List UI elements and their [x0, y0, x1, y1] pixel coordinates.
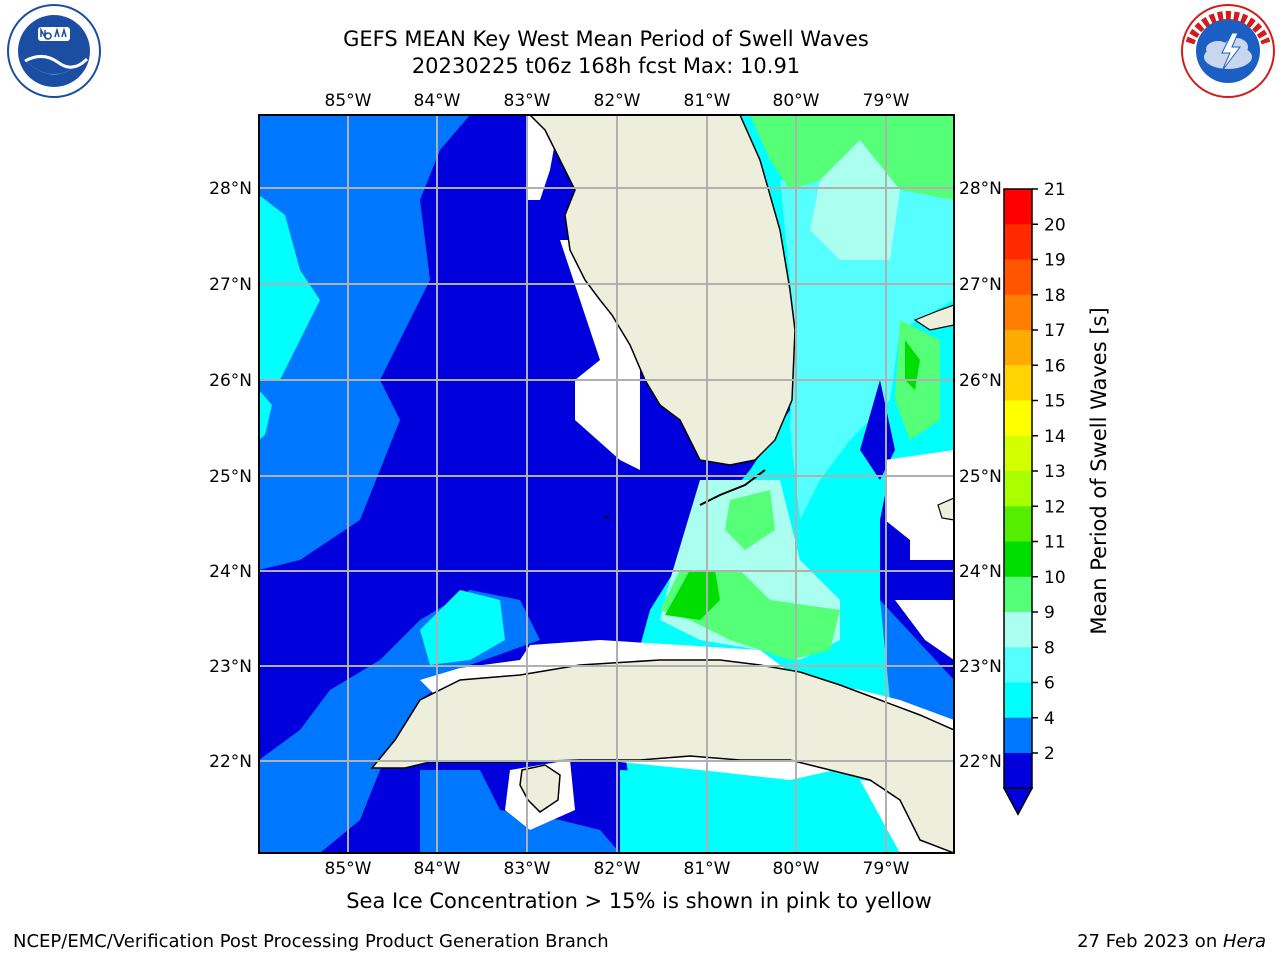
lat-label: 26°N — [959, 371, 1002, 391]
footer-date-text: 27 Feb 2023 on — [1077, 931, 1223, 952]
swell-period-field — [259, 115, 954, 853]
colorbar-swatch — [1004, 541, 1032, 578]
colorbar-tick-label: 21 — [1044, 180, 1066, 200]
lat-label: 23°N — [959, 657, 1002, 677]
noaa-logo — [7, 4, 101, 98]
footer-host: Hera — [1222, 931, 1266, 952]
lon-label: 79°W — [863, 91, 910, 111]
lon-label: 82°W — [594, 859, 641, 879]
colorbar-tick-label: 14 — [1044, 427, 1066, 447]
colorbar-swatch — [1004, 753, 1032, 789]
lat-label: 28°N — [209, 179, 252, 199]
lat-label: 24°N — [959, 562, 1002, 582]
lat-label: 27°N — [959, 275, 1002, 295]
colorbar-tick-label: 19 — [1044, 251, 1066, 271]
lat-labels-right: 28°N 27°N 26°N 25°N 24°N 23°N 22°N — [959, 179, 1002, 772]
lon-labels-bottom: 85°W 84°W 83°W 82°W 81°W 80°W 79°W — [325, 859, 910, 879]
colorbar-tick-label: 18 — [1044, 286, 1066, 306]
lon-label: 84°W — [414, 91, 461, 111]
lat-label: 22°N — [959, 752, 1002, 772]
lon-label: 79°W — [863, 859, 910, 879]
colorbar-swatch — [1004, 435, 1032, 472]
colorbar-tick-label: 15 — [1044, 392, 1066, 412]
colorbar-swatch — [1004, 400, 1032, 437]
sea-ice-caption: Sea Ice Concentration > 15% is shown in … — [346, 889, 932, 913]
lon-label: 85°W — [325, 91, 372, 111]
lat-label: 27°N — [209, 275, 252, 295]
lon-label: 85°W — [325, 859, 372, 879]
colorbar-tick-label: 16 — [1044, 356, 1066, 376]
colorbar-tick-label: 2 — [1044, 744, 1055, 764]
colorbar: 21 20 19 18 17 16 15 14 13 12 11 10 9 8 6 4 2 — [1002, 180, 1066, 816]
colorbar-swatch — [1004, 365, 1032, 401]
colorbar-swatch — [1004, 471, 1032, 507]
colorbar-label: Mean Period of Swell Waves [s] — [1087, 307, 1111, 634]
lon-label: 82°W — [594, 91, 641, 111]
colorbar-swatch — [1004, 647, 1032, 683]
lon-label: 83°W — [504, 859, 551, 879]
colorbar-tick-label: 10 — [1044, 568, 1066, 588]
lat-label: 26°N — [209, 371, 252, 391]
lat-label: 22°N — [209, 752, 252, 772]
lon-label: 80°W — [773, 859, 820, 879]
colorbar-swatch — [1004, 189, 1032, 225]
colorbar-swatch — [1004, 612, 1032, 648]
colorbar-swatch — [1004, 259, 1032, 296]
lon-label: 84°W — [414, 859, 461, 879]
lat-label: 25°N — [959, 467, 1002, 487]
colorbar-tick-label: 9 — [1044, 603, 1055, 623]
lon-label: 80°W — [773, 91, 820, 111]
colorbar-tick-label: 12 — [1044, 497, 1066, 517]
colorbar-swatch — [1004, 330, 1032, 366]
lon-labels-top: 85°W 84°W 83°W 82°W 81°W 80°W 79°W — [325, 91, 910, 111]
lat-label: 28°N — [959, 179, 1002, 199]
colorbar-tick-label: 13 — [1044, 462, 1066, 482]
lon-label: 81°W — [684, 859, 731, 879]
lon-label: 81°W — [684, 91, 731, 111]
colorbar-extend-arrow — [1002, 787, 1034, 816]
lat-labels-left: 28°N 27°N 26°N 25°N 24°N 23°N 22°N — [209, 179, 252, 772]
colorbar-tick-label: 4 — [1044, 709, 1055, 729]
chart-title: GEFS MEAN Key West Mean Period of Swell … — [343, 27, 869, 51]
map-frame — [258, 114, 955, 854]
colorbar-swatch — [1004, 294, 1032, 331]
colorbar-swatch — [1004, 576, 1032, 613]
nws-logo — [1181, 4, 1275, 98]
colorbar-tick-label: 8 — [1044, 638, 1055, 658]
footer-date: 27 Feb 2023 on Hera — [1077, 931, 1266, 952]
map-gridlines — [259, 115, 954, 853]
colorbar-tick-label: 17 — [1044, 321, 1066, 341]
colorbar-swatch — [1004, 506, 1032, 542]
colorbar-frame — [1003, 188, 1033, 789]
footer-branch: NCEP/EMC/Verification Post Processing Pr… — [13, 931, 609, 952]
lat-label: 23°N — [209, 657, 252, 677]
lat-label: 25°N — [209, 467, 252, 487]
lat-label: 24°N — [209, 562, 252, 582]
lon-label: 83°W — [504, 91, 551, 111]
chart-subtitle: 20230225 t06z 168h fcst Max: 10.91 — [411, 54, 801, 78]
colorbar-swatch — [1004, 682, 1032, 719]
colorbar-tick-label: 20 — [1044, 215, 1066, 235]
colorbar-swatch — [1004, 224, 1032, 260]
colorbar-tick-label: 11 — [1044, 533, 1066, 553]
colorbar-tick-label: 6 — [1044, 674, 1055, 694]
colorbar-swatch — [1004, 717, 1032, 754]
